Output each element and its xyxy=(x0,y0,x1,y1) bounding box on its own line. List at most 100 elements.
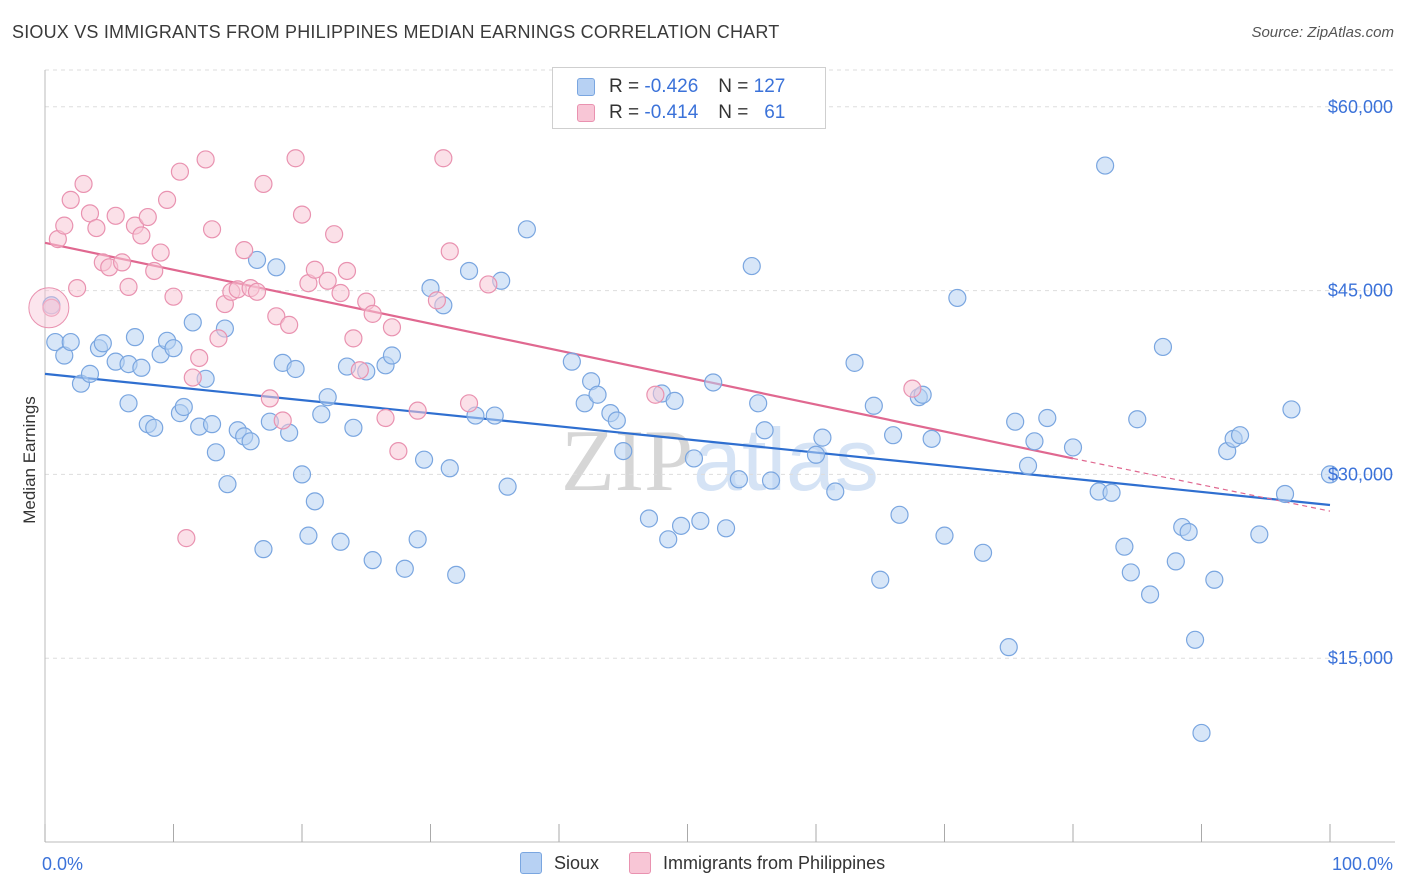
sioux-point xyxy=(1230,426,1250,445)
sioux-point xyxy=(1192,723,1211,743)
sioux-point xyxy=(999,638,1018,657)
sioux-point xyxy=(183,313,202,332)
sioux-point xyxy=(312,405,331,424)
sioux-point xyxy=(729,470,749,489)
legend-item-sioux: Sioux xyxy=(520,852,599,874)
philippines-point xyxy=(363,304,382,323)
sioux-point xyxy=(742,256,761,276)
sioux-point xyxy=(241,432,260,451)
sioux-point xyxy=(716,519,736,538)
philippines-point xyxy=(408,401,427,420)
philippines-point xyxy=(434,149,453,168)
philippines-point xyxy=(254,174,273,194)
sioux-point xyxy=(665,391,684,410)
sioux-point xyxy=(704,373,723,392)
philippines-point xyxy=(119,277,138,296)
sioux-point xyxy=(286,359,305,379)
sioux-point xyxy=(1121,563,1140,582)
philippines-point xyxy=(459,394,479,413)
sioux-point xyxy=(948,288,967,308)
sioux-point xyxy=(691,511,710,531)
philippines-point xyxy=(190,348,209,368)
sioux-point xyxy=(749,394,768,413)
philippines-point xyxy=(170,162,190,181)
sioux-trend-line xyxy=(44,372,1331,507)
sioux-point xyxy=(684,449,704,468)
n-label: N = xyxy=(718,102,749,123)
philippines-point xyxy=(903,379,922,398)
n-label: N = xyxy=(718,76,749,97)
n-value: 127 xyxy=(753,76,786,97)
philippines-point xyxy=(260,389,279,408)
watermark: ZIPatlas xyxy=(561,410,879,510)
legend-item-philippines: Immigrants from Philippines xyxy=(629,852,885,874)
philippines-point xyxy=(440,242,459,261)
sioux-point xyxy=(1102,483,1121,502)
legend-row-sioux: R = -0.426 N = 127 xyxy=(577,74,785,100)
sioux-point xyxy=(1250,525,1269,544)
philippines-point xyxy=(331,283,350,303)
philippines-point xyxy=(337,261,357,281)
sioux-point xyxy=(871,570,890,589)
sioux-swatch xyxy=(520,852,542,874)
sioux-point xyxy=(864,396,883,415)
philippines-point xyxy=(202,220,222,239)
sioux-point xyxy=(318,388,337,407)
philippines-point xyxy=(157,190,177,209)
y-tick-label: $30,000 xyxy=(1328,464,1393,484)
watermark-atlas: atlas xyxy=(693,410,879,509)
philippines-point xyxy=(382,318,402,337)
sioux-point xyxy=(1282,400,1301,419)
philippines-point xyxy=(376,408,395,428)
sioux-point xyxy=(1006,412,1025,431)
philippines-point xyxy=(209,329,228,348)
sioux-point xyxy=(440,459,459,478)
philippines-point xyxy=(286,149,305,168)
sioux-point xyxy=(813,428,832,447)
sioux-point xyxy=(575,394,594,413)
philippines-point xyxy=(42,298,61,317)
sioux-point xyxy=(845,353,864,372)
sioux-point xyxy=(202,415,222,434)
x-tick-label: 0.0% xyxy=(42,854,83,874)
philippines-point xyxy=(318,271,337,290)
sioux-point xyxy=(826,482,845,501)
sioux-point xyxy=(132,358,151,377)
sioux-point xyxy=(119,394,138,413)
axis-labels: $15,000 $30,000 $45,000 $60,000 0.0% 100.0% Me… xyxy=(20,97,1393,874)
sioux-point xyxy=(1179,522,1198,542)
r-value: -0.426 xyxy=(644,76,699,97)
sioux-point xyxy=(607,411,626,430)
sioux-point xyxy=(125,328,145,347)
philippines-point xyxy=(132,226,151,245)
sioux-point xyxy=(1320,465,1340,484)
r-value: -0.414 xyxy=(644,102,699,123)
philippines-point xyxy=(151,243,170,262)
philippines-point xyxy=(273,411,292,430)
sioux-point xyxy=(1185,630,1205,649)
philippines-point xyxy=(61,190,80,209)
x-tick-label: 100.0% xyxy=(1332,854,1393,874)
sioux-point xyxy=(344,418,363,437)
sioux-point xyxy=(614,441,633,461)
philippines-point xyxy=(68,279,87,298)
sioux-point xyxy=(973,543,993,562)
philippines-point-large xyxy=(28,287,70,329)
philippines-point xyxy=(87,218,106,238)
sioux-point xyxy=(206,443,226,462)
philippines-point xyxy=(196,150,215,169)
sioux-point xyxy=(1275,484,1295,504)
sioux-point xyxy=(145,418,164,437)
sioux-point xyxy=(267,258,286,277)
sioux-point xyxy=(890,505,909,524)
philippines-point xyxy=(344,329,363,348)
sioux-point xyxy=(93,334,112,353)
sioux-point xyxy=(218,475,237,494)
sioux-point xyxy=(935,526,954,545)
sioux-point xyxy=(1025,432,1044,451)
sioux-point xyxy=(164,339,183,358)
philippines-swatch xyxy=(629,852,652,874)
correlation-legend: R = -0.426 N = 127 R = -0.414 N = 61 xyxy=(552,67,826,129)
philippines-point xyxy=(183,368,202,387)
